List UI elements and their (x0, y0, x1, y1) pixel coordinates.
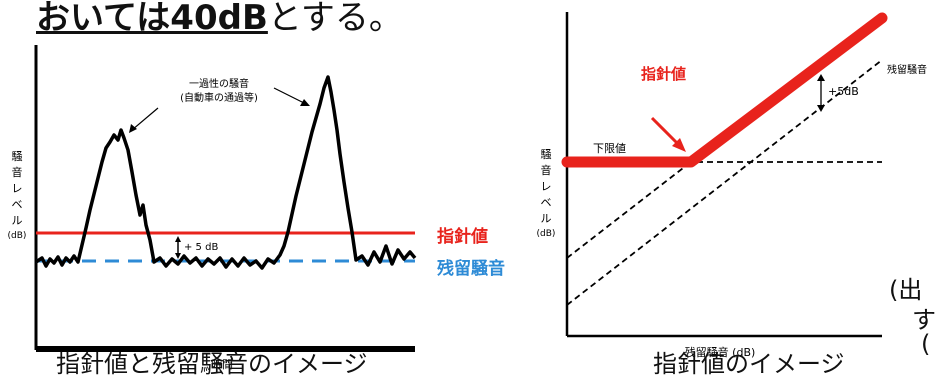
left-ylabel-6: (dB) (8, 231, 27, 241)
left-ylabel-5: ル (12, 214, 23, 227)
left-delta-arrowhead-down (175, 253, 181, 259)
heading-emphasis: おいては40dB (36, 0, 268, 38)
left-ylabel-1: 騒 (12, 150, 23, 163)
right-caption: 指針値のイメージ (653, 350, 845, 378)
right-guideline-curve (561, 12, 888, 168)
right-ylabel-6: (dB) (537, 229, 556, 239)
side-note-line1: (出 (889, 276, 923, 304)
left-annotation-arrow-1 (131, 107, 159, 131)
left-annotation-line2: (自動車の通過等) (180, 91, 258, 104)
right-residual-label: 残留騒音 (887, 63, 927, 76)
right-ylabel-1: 騒 (541, 148, 552, 161)
right-guideline-arrowhead (672, 138, 686, 152)
left-annotation-arrow-2 (273, 87, 307, 105)
right-guideline-label: 指針値 (641, 65, 686, 83)
right-guideline-arrow (650, 116, 680, 146)
left-ylabel-2: 音 (12, 165, 23, 179)
left-annotation-arrowhead-2 (300, 99, 310, 106)
left-caption: 指針値と残留騒音のイメージ (56, 350, 368, 378)
heading: おいては40dBとする。 (36, 0, 403, 39)
right-residual-dashed (566, 59, 883, 306)
left-legend-residual: 残留騒音 (437, 258, 505, 279)
side-note-line2: す (912, 306, 936, 334)
right-ylabel-4: ベ (541, 196, 552, 209)
heading-rest: とする。 (267, 0, 403, 38)
right-lower-limit-label: 下限値 (593, 142, 626, 155)
left-noise-trace (35, 75, 417, 270)
left-figure: 騒 音 レ ベ ル (dB) 時間 + 5 dB 一過性の騒音 (自動車の通過等… (8, 45, 505, 371)
right-delta-arrowhead-up (817, 74, 825, 81)
right-ylabel-5: ル (541, 212, 552, 225)
right-xlabel: 残留騒音 (dB) (685, 345, 756, 359)
left-ylabel-3: レ (12, 182, 23, 195)
right-ylabel-2: 音 (541, 163, 552, 177)
left-annotation-line1: 一過性の騒音 (189, 77, 249, 90)
left-delta-arrowhead-up (175, 236, 181, 242)
left-xlabel: 時間 (211, 358, 233, 371)
left-legend-guideline: 指針値 (437, 226, 488, 247)
left-annotation-arrowhead-1 (129, 124, 137, 133)
right-figure: 騒 音 レ ベ ル (dB) 残留騒音 (dB) 指針値 下限値 +5dB 残留… (537, 12, 927, 359)
right-delta-arrowhead-down (817, 105, 825, 112)
left-ylabel-4: ベ (12, 198, 23, 211)
left-delta-label: + 5 dB (184, 242, 218, 253)
right-ylabel-3: レ (541, 180, 552, 193)
side-note-line3: ( (921, 330, 931, 358)
right-delta-label: +5dB (828, 85, 859, 98)
